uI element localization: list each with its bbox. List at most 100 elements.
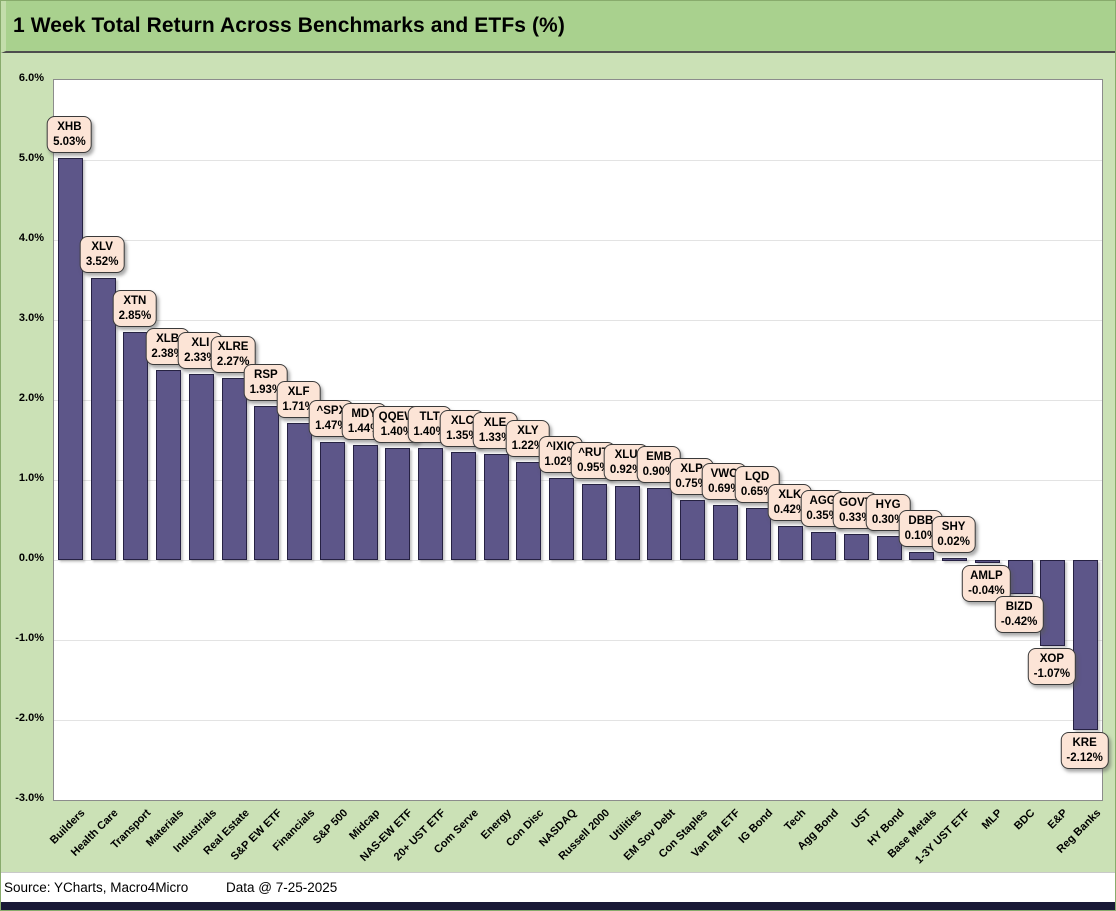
bar-shy [942, 558, 968, 562]
chart-title: 1 Week Total Return Across Benchmarks an… [13, 14, 565, 37]
bar-emb [647, 488, 673, 560]
data-label-value: 5.03% [53, 135, 86, 148]
y-axis-tick-label: -1.0% [15, 632, 44, 644]
data-label-ticker: XLF [287, 386, 310, 399]
y-axis-tick-label: 2.0% [18, 392, 44, 404]
data-label-ticker: HYG [875, 499, 901, 511]
bar-xly [516, 462, 542, 560]
chart-title-bar: 1 Week Total Return Across Benchmarks an… [1, 1, 1115, 53]
bar-amlp [974, 560, 1000, 564]
y-axis-tick-label: 1.0% [18, 472, 44, 484]
x-axis-label-tech: Tech [782, 807, 809, 834]
y-axis-tick-label: 5.0% [18, 152, 44, 164]
x-axis-label-e-p: E&P [1045, 807, 1071, 832]
data-label-value: -2.12% [1066, 751, 1103, 764]
bar-xlu [614, 486, 640, 560]
bar-ixic [549, 478, 575, 560]
footer-bar [1, 902, 1115, 910]
data-label-ticker: QQEW [378, 411, 416, 423]
x-axis-label-ig-bond: IG Bond [736, 807, 776, 846]
data-label-value: 2.38% [151, 347, 184, 360]
data-label-ticker: BIZD [1005, 600, 1033, 613]
data-label-ticker: XLE [483, 416, 507, 429]
data-label-value: 0.65% [740, 486, 774, 498]
data-label-qqew: QQEW 1.40% [372, 406, 422, 443]
data-label-bizd: BIZD -0.42% [994, 595, 1044, 633]
data-label-value: -1.07% [1033, 667, 1071, 680]
x-axis-label-s-p-500: S&P 500 [310, 807, 350, 847]
gridline [54, 480, 1102, 481]
data-label-ticker: GOVT [839, 496, 872, 509]
bar-xlre [221, 378, 247, 560]
bar-xhb [57, 157, 83, 560]
data-label-ticker: AMLP [970, 570, 1003, 583]
data-label-value: 1.44% [347, 422, 381, 435]
bar-xli [188, 373, 214, 560]
data-date-text: Data @ 7-25-2025 [226, 880, 338, 895]
data-label-value: 0.33% [839, 511, 872, 524]
data-label-value: 0.02% [937, 536, 970, 549]
data-label-value: 0.92% [609, 464, 643, 477]
data-label-value: 1.47% [315, 420, 348, 433]
data-label-ticker: XLRE [217, 341, 249, 354]
source-text: Source: YCharts, Macro4Micro [4, 880, 189, 895]
data-label-ticker: XLC [450, 415, 474, 427]
data-label-ticker: XTN [123, 295, 147, 307]
data-label-ticker: XLP [680, 463, 703, 475]
data-label-value: 0.90% [642, 466, 676, 478]
y-axis-tick-label: 4.0% [18, 232, 44, 244]
y-axis-tick-label: 3.0% [18, 312, 44, 324]
gridline [54, 160, 1102, 161]
bar-hyg [876, 536, 902, 560]
bar-lqd [745, 508, 771, 560]
bar-kre [1073, 560, 1099, 730]
data-label-ticker: XLU [614, 449, 638, 462]
data-label-value: 2.33% [184, 351, 217, 364]
y-axis-tick-label: -3.0% [15, 792, 44, 804]
bar-xlp [680, 500, 706, 560]
data-label-ticker: ^RUT [578, 447, 609, 459]
data-label-value: 0.35% [806, 510, 839, 522]
data-label-value: 1.71% [282, 401, 315, 414]
data-label-value: 1.02% [544, 456, 577, 469]
data-label-value: 1.93% [249, 383, 283, 396]
data-label-xlv: XLV 3.52% [79, 236, 125, 274]
bar-xlf [287, 423, 313, 560]
data-label-value: 0.69% [708, 482, 741, 495]
bar-govt [843, 533, 869, 560]
data-label-ticker: VWO [710, 467, 739, 480]
data-label-ticker: XLV [91, 241, 113, 254]
x-axis-label-ust: UST [849, 807, 874, 832]
gridline [54, 320, 1102, 321]
data-label-value: 1.40% [413, 426, 446, 438]
y-axis-tick-label: 0.0% [18, 552, 44, 564]
gridline [54, 560, 1102, 561]
data-label-ticker: MDY [351, 407, 377, 420]
data-label-ticker: EMB [646, 451, 672, 463]
data-label-ticker: LQD [744, 471, 770, 483]
data-label-value: -0.04% [968, 585, 1005, 598]
gridline [54, 240, 1102, 241]
data-label-value: 0.30% [871, 514, 905, 526]
data-label-ticker: XHB [57, 120, 82, 133]
data-label-value: 0.42% [773, 504, 807, 517]
data-label-ticker: SHY [941, 521, 966, 534]
data-label-value: 2.27% [216, 356, 250, 369]
data-label-ticker: KRE [1072, 736, 1097, 749]
data-label-value: 2.85% [118, 310, 152, 322]
data-label-ticker: ^SPX [316, 405, 347, 418]
bar-rsp [254, 405, 280, 560]
data-label-xlf: XLF 1.71% [276, 381, 321, 419]
data-label-shy: SHY 0.02% [931, 516, 976, 554]
y-axis-tick-label: -2.0% [15, 712, 44, 724]
data-label-ticker: XLK [778, 489, 802, 502]
gridline [54, 640, 1102, 641]
bar-qqew [385, 448, 411, 560]
data-label-kre: KRE -2.12% [1060, 731, 1109, 769]
x-axis-label-bdc: BDC [1012, 807, 1038, 833]
data-label-value: 3.52% [85, 256, 119, 269]
bar-spx [319, 442, 345, 560]
bar-vwo [712, 504, 738, 560]
data-label-value: 1.40% [380, 426, 414, 438]
